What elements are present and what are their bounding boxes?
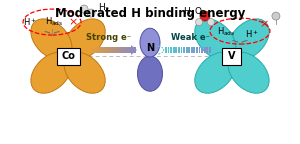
- Ellipse shape: [64, 52, 105, 93]
- Ellipse shape: [228, 52, 269, 93]
- FancyArrow shape: [197, 47, 198, 53]
- Circle shape: [87, 9, 95, 17]
- FancyArrow shape: [100, 47, 102, 53]
- Circle shape: [272, 12, 280, 20]
- Ellipse shape: [195, 52, 236, 93]
- FancyArrow shape: [199, 47, 200, 53]
- FancyArrow shape: [117, 47, 120, 53]
- FancyArrow shape: [191, 47, 192, 53]
- Text: H$_2$: H$_2$: [98, 2, 110, 14]
- FancyArrow shape: [101, 47, 103, 53]
- Circle shape: [208, 19, 214, 26]
- FancyArrow shape: [176, 47, 177, 53]
- FancyArrow shape: [183, 47, 184, 53]
- FancyArrow shape: [174, 47, 175, 53]
- FancyArrow shape: [181, 47, 182, 53]
- FancyArrow shape: [169, 47, 171, 53]
- FancyArrow shape: [122, 47, 124, 53]
- Circle shape: [200, 11, 210, 21]
- FancyArrow shape: [94, 47, 97, 53]
- FancyArrow shape: [134, 47, 136, 53]
- FancyArrow shape: [106, 47, 108, 53]
- Ellipse shape: [140, 28, 160, 57]
- FancyBboxPatch shape: [223, 48, 242, 65]
- FancyArrow shape: [91, 47, 93, 53]
- FancyArrow shape: [173, 47, 174, 53]
- FancyArrow shape: [188, 47, 189, 53]
- Ellipse shape: [228, 19, 269, 60]
- FancyArrow shape: [179, 47, 180, 53]
- FancyArrow shape: [184, 47, 185, 53]
- FancyArrow shape: [124, 47, 126, 53]
- Text: H$_2$O: H$_2$O: [183, 6, 203, 18]
- Circle shape: [80, 5, 88, 13]
- FancyArrow shape: [104, 47, 106, 53]
- FancyBboxPatch shape: [57, 48, 80, 65]
- FancyArrow shape: [159, 45, 165, 55]
- FancyArrow shape: [200, 47, 202, 53]
- FancyArrow shape: [114, 47, 116, 53]
- FancyArrow shape: [166, 47, 167, 53]
- FancyArrow shape: [129, 47, 131, 53]
- FancyArrow shape: [194, 47, 195, 53]
- FancyArrow shape: [112, 47, 115, 53]
- Text: V: V: [228, 51, 236, 61]
- FancyArrow shape: [103, 47, 105, 53]
- FancyArrow shape: [90, 47, 92, 53]
- Ellipse shape: [195, 19, 236, 60]
- FancyArrow shape: [206, 47, 207, 53]
- FancyArrow shape: [109, 47, 111, 53]
- FancyArrow shape: [98, 47, 100, 53]
- Ellipse shape: [137, 56, 163, 91]
- FancyArrow shape: [204, 47, 205, 53]
- FancyArrow shape: [127, 47, 129, 53]
- FancyArrow shape: [168, 47, 169, 53]
- FancyArrow shape: [111, 47, 113, 53]
- FancyArrow shape: [202, 47, 203, 53]
- Ellipse shape: [64, 19, 105, 60]
- Text: H$^+$: H$^+$: [23, 16, 37, 28]
- Text: H$_{\rm ads}$: H$_{\rm ads}$: [45, 16, 63, 28]
- FancyArrow shape: [196, 47, 197, 53]
- Text: Weak e⁻: Weak e⁻: [172, 33, 211, 42]
- Text: Strong e⁻: Strong e⁻: [86, 33, 132, 42]
- Text: $\times$: $\times$: [259, 19, 269, 29]
- FancyArrow shape: [209, 47, 210, 53]
- Ellipse shape: [31, 52, 72, 93]
- FancyArrow shape: [210, 47, 211, 53]
- FancyArrow shape: [130, 47, 133, 53]
- Text: H$_{\rm ads}$: H$_{\rm ads}$: [217, 26, 235, 38]
- Text: $\times$: $\times$: [68, 17, 78, 27]
- Ellipse shape: [31, 19, 72, 60]
- FancyArrow shape: [192, 47, 194, 53]
- FancyArrow shape: [178, 47, 179, 53]
- Text: H$^+$: H$^+$: [245, 28, 259, 40]
- FancyArrow shape: [93, 47, 95, 53]
- FancyArrow shape: [186, 47, 187, 53]
- FancyArrow shape: [165, 47, 166, 53]
- Text: Co: Co: [61, 51, 75, 61]
- FancyArrow shape: [126, 47, 128, 53]
- FancyArrow shape: [116, 47, 118, 53]
- Circle shape: [196, 19, 202, 26]
- FancyArrow shape: [121, 47, 123, 53]
- FancyArrow shape: [131, 45, 137, 55]
- FancyArrow shape: [119, 47, 121, 53]
- FancyArrow shape: [171, 47, 172, 53]
- FancyArrow shape: [88, 47, 90, 53]
- FancyArrow shape: [189, 47, 190, 53]
- FancyArrow shape: [108, 47, 110, 53]
- FancyArrow shape: [96, 47, 98, 53]
- Text: Moderated H binding energy: Moderated H binding energy: [55, 7, 245, 20]
- Text: N: N: [146, 43, 154, 53]
- FancyArrow shape: [132, 47, 134, 53]
- FancyArrow shape: [207, 47, 208, 53]
